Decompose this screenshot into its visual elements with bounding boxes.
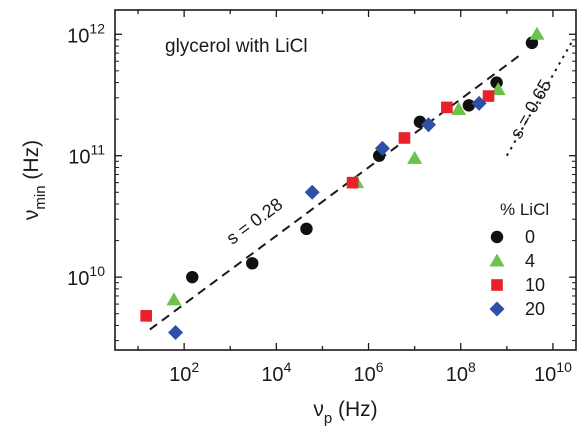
legend-label: 10 bbox=[525, 275, 545, 295]
chart-title: glycerol with LiCl bbox=[165, 36, 308, 57]
x-tick-label: 108 bbox=[446, 359, 476, 386]
data-point-circle bbox=[462, 99, 476, 112]
data-point-circle bbox=[246, 257, 259, 270]
data-point-circle bbox=[300, 222, 313, 236]
data-point-triangle bbox=[451, 102, 467, 116]
legend-marker-square bbox=[491, 279, 503, 291]
legend-label: 4 bbox=[525, 251, 535, 271]
data-point-square bbox=[441, 101, 453, 114]
data-point-diamond bbox=[374, 140, 390, 156]
data-point-diamond bbox=[168, 325, 184, 341]
legend: % LiCl 0 4 10 20 bbox=[489, 200, 549, 319]
legend-marker-triangle bbox=[489, 253, 505, 267]
plot-frame bbox=[114, 9, 577, 351]
x-tick-label: 1010 bbox=[534, 359, 572, 386]
slope-065-label: s = 0.65 bbox=[506, 76, 555, 142]
data-points-layer bbox=[140, 26, 545, 341]
data-point-square bbox=[140, 310, 152, 322]
y-tick-labels: 1010 1011 1012 bbox=[67, 20, 105, 290]
ticks-layer bbox=[115, 10, 576, 350]
legend-title: % LiCl bbox=[500, 200, 549, 219]
data-point-circle bbox=[186, 270, 199, 284]
fit-lines-layer bbox=[149, 42, 573, 331]
x-axis-label: νp (Hz) bbox=[313, 398, 377, 427]
data-point-square bbox=[398, 132, 411, 144]
data-point-diamond bbox=[421, 117, 437, 133]
y-axis-label: νmin (Hz) bbox=[20, 140, 49, 220]
data-point-triangle bbox=[166, 292, 182, 306]
y-tick-label: 1012 bbox=[67, 20, 105, 47]
x-tick-label: 102 bbox=[169, 359, 199, 386]
annotation-layer: s = 0.28 s = 0.65 bbox=[223, 76, 556, 248]
data-point-triangle bbox=[529, 26, 545, 40]
data-point-triangle bbox=[407, 150, 423, 164]
data-point-square bbox=[482, 90, 495, 102]
x-tick-label: 104 bbox=[261, 359, 291, 386]
legend-entries: 0 4 10 20 bbox=[489, 227, 545, 319]
legend-label: 0 bbox=[525, 227, 535, 247]
x-tick-label: 106 bbox=[354, 359, 384, 386]
x-tick-labels: 102 104 106 108 1010 bbox=[169, 359, 572, 386]
data-point-diamond bbox=[471, 95, 487, 111]
data-point-square bbox=[346, 176, 359, 189]
slope-028-fit-line bbox=[149, 53, 522, 331]
legend-marker-circle bbox=[490, 230, 504, 244]
data-point-triangle bbox=[490, 82, 506, 96]
y-tick-label: 1011 bbox=[68, 142, 105, 169]
data-point-diamond bbox=[304, 184, 320, 200]
y-tick-label: 1010 bbox=[67, 263, 105, 290]
legend-label: 20 bbox=[525, 299, 545, 319]
slope-028-label: s = 0.28 bbox=[223, 194, 287, 248]
legend-marker-diamond bbox=[489, 301, 505, 317]
